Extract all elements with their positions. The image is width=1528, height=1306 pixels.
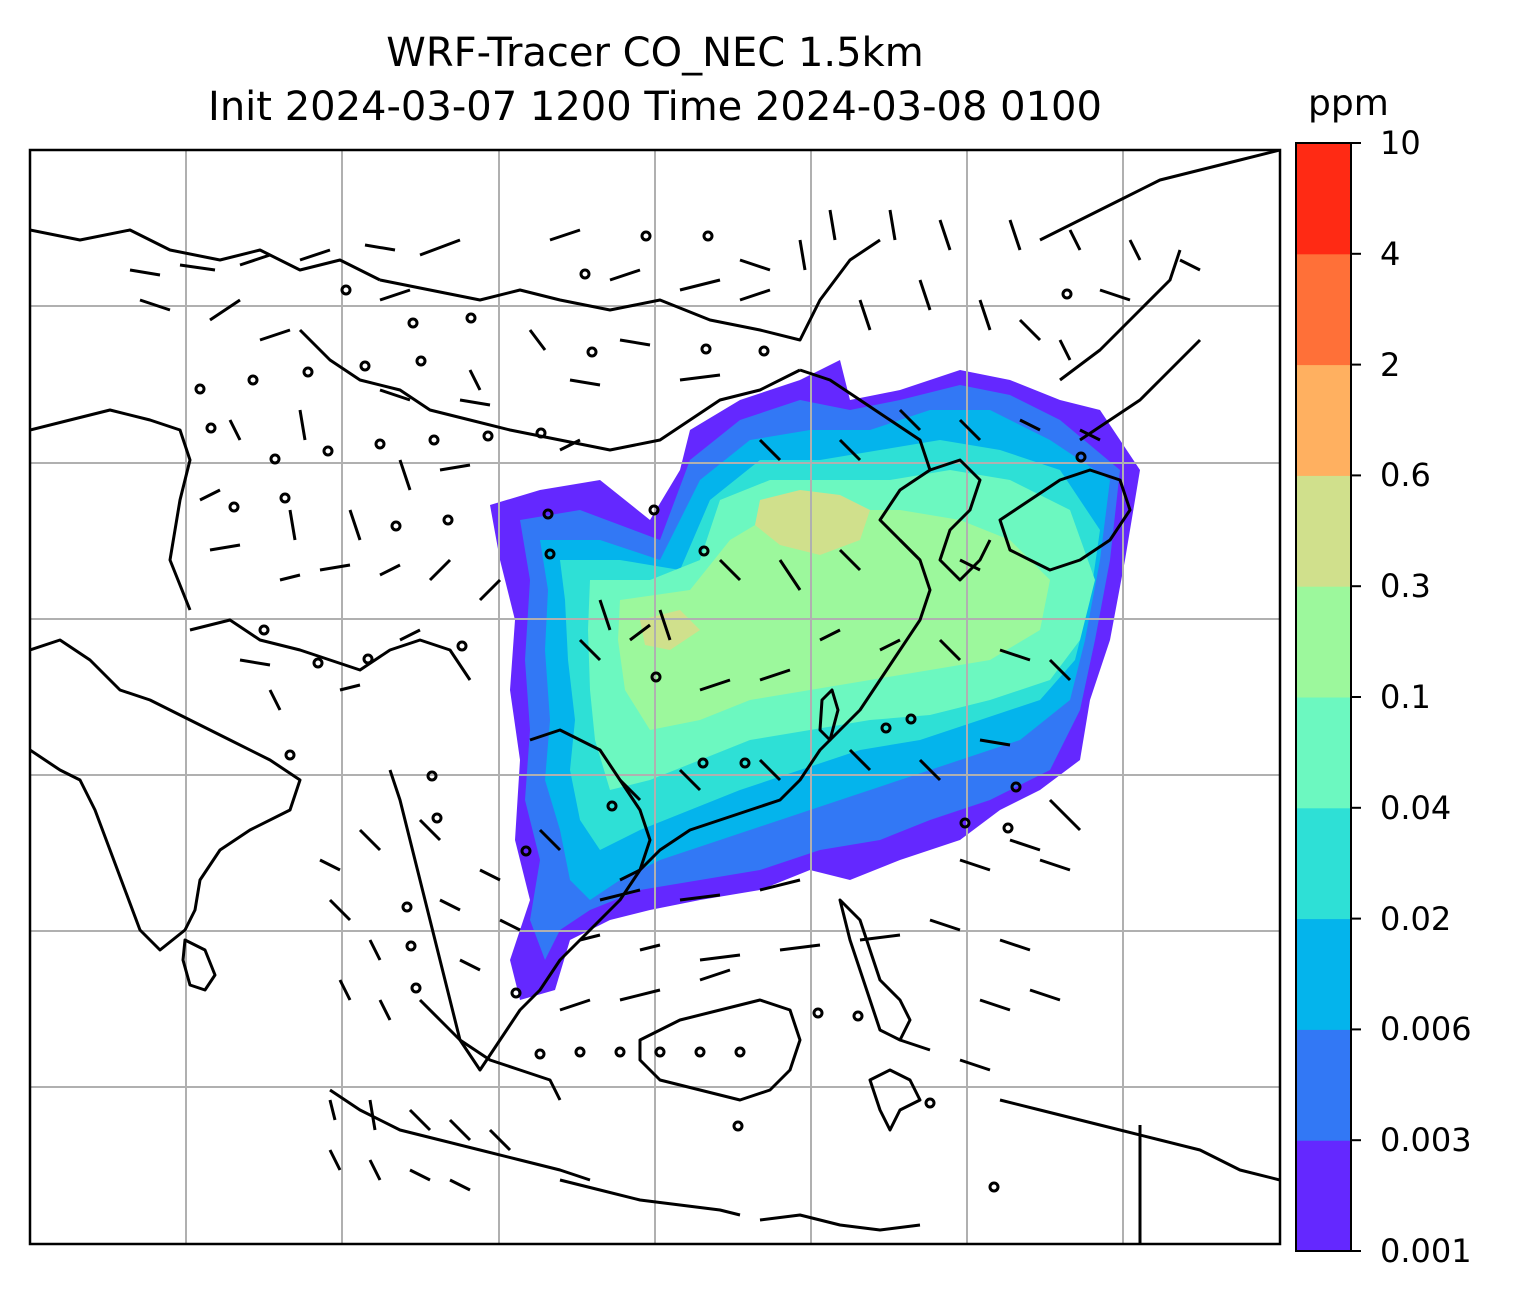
colorbar-tick-label: 0.04: [1380, 788, 1452, 827]
colorbar-tick-label: 0.1: [1380, 678, 1431, 716]
colorbar-segment: [1296, 697, 1351, 809]
colorbar-units-label: ppm: [1308, 83, 1389, 124]
map-title-line1: WRF-Tracer CO_NEC 1.5km: [386, 30, 924, 76]
wind-barbs: [129, 209, 1201, 1192]
colorbar-segment: [1296, 475, 1351, 587]
colorbar-segment: [1296, 1140, 1351, 1252]
colorbar-tick-label: 0.001: [1380, 1232, 1472, 1270]
colorbar-tick-label: 0.02: [1380, 899, 1452, 938]
colorbar-segment: [1296, 918, 1351, 1030]
colorbar-tick-label: 0.3: [1380, 567, 1431, 606]
colorbar-segment: [1296, 364, 1351, 476]
colorbar-tick-label: 2: [1380, 345, 1401, 384]
colorbar-segment: [1296, 807, 1351, 920]
colorbar-segment: [1296, 253, 1351, 366]
colorbar-tick-label: 10: [1380, 124, 1421, 162]
colorbar-segment: [1296, 586, 1351, 698]
map-frame: [28, 148, 1282, 1246]
colorbar-segment: [1296, 143, 1351, 255]
calm-circles: [194, 230, 1087, 1193]
map-title-line2: Init 2024-03-07 1200 Time 2024-03-08 010…: [208, 84, 1102, 130]
colorbar-tick-label: 0.6: [1380, 456, 1431, 495]
coastlines: [30, 150, 1280, 1244]
colorbar-tick-label: 4: [1380, 234, 1401, 273]
colorbar-segment: [1296, 1029, 1351, 1141]
colorbar-tick-label: 0.003: [1380, 1121, 1472, 1160]
colorbar-tick-label: 0.006: [1380, 1010, 1472, 1049]
